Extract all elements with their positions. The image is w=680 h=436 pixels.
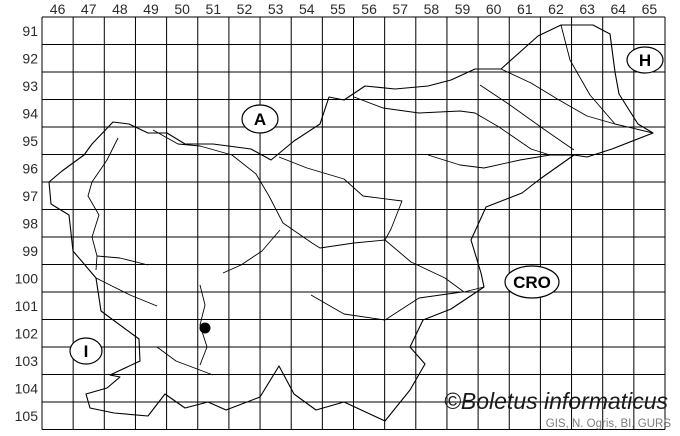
grid-row-label: 104 bbox=[15, 380, 39, 396]
occurrence-dot bbox=[199, 322, 211, 334]
grid-column-labels: 46 47 48 49 50 51 52 53 54 55 56 57 58 59 60 61 62 63 64 65 bbox=[50, 1, 658, 17]
austria-letter: A bbox=[254, 110, 266, 129]
stream-near-dot bbox=[199, 284, 208, 366]
river-soca bbox=[87, 137, 119, 271]
grid-row-label: 95 bbox=[22, 133, 38, 149]
grid-col-label: 56 bbox=[361, 1, 377, 17]
grid-col-label: 48 bbox=[112, 1, 128, 17]
grid-row-labels: 91 92 93 94 95 96 97 98 99 100 101 102 103 104 105 bbox=[15, 23, 39, 424]
grid-col-label: 62 bbox=[548, 1, 564, 17]
grid-row-label: 101 bbox=[15, 298, 39, 314]
grid-row-label: 102 bbox=[15, 325, 39, 341]
river-ledava bbox=[560, 24, 616, 125]
map-artwork bbox=[48, 24, 654, 422]
grid-col-label: 64 bbox=[610, 1, 626, 17]
grid-col-label: 65 bbox=[642, 1, 658, 17]
river-vipava bbox=[95, 277, 158, 307]
river-ljubljanica bbox=[222, 229, 281, 274]
river-sava bbox=[152, 129, 485, 293]
grid-col-label: 60 bbox=[486, 1, 502, 17]
grid-row-label: 97 bbox=[22, 188, 38, 204]
grid-col-label: 50 bbox=[174, 1, 190, 17]
river-pesnica bbox=[479, 84, 575, 151]
river-reka bbox=[156, 346, 214, 376]
grid-row-label: 91 bbox=[22, 23, 38, 39]
grid-row-label: 98 bbox=[22, 215, 38, 231]
grid-col-label: 54 bbox=[299, 1, 315, 17]
italy-letter: I bbox=[84, 342, 89, 361]
river-mura bbox=[500, 68, 654, 134]
grid-row-label: 92 bbox=[22, 50, 38, 66]
country-label-austria: A bbox=[241, 104, 279, 134]
grid-col-label: 63 bbox=[579, 1, 595, 17]
grid-row-label: 94 bbox=[22, 105, 38, 121]
river-krka bbox=[310, 291, 463, 321]
grid-col-label: 58 bbox=[424, 1, 440, 17]
credits: GIS, N. Ogris, BI, GURS bbox=[546, 418, 672, 430]
watermark: ©Boletus informaticus bbox=[444, 388, 669, 414]
country-label-croatia: CRO bbox=[504, 265, 560, 299]
grid-col-label: 57 bbox=[392, 1, 408, 17]
grid-col-label: 61 bbox=[517, 1, 533, 17]
croatia-ellipse bbox=[504, 265, 560, 299]
country-label-hungary: H bbox=[626, 46, 664, 74]
grid-col-label: 53 bbox=[268, 1, 284, 17]
italy-ellipse bbox=[69, 337, 103, 365]
grid-row-label: 93 bbox=[22, 78, 38, 94]
river-savinja bbox=[278, 156, 403, 241]
grid-col-label: 59 bbox=[455, 1, 471, 17]
hungary-letter: H bbox=[639, 51, 651, 70]
river-idrijca bbox=[96, 255, 149, 266]
grid-row-label: 96 bbox=[22, 160, 38, 176]
slovenia-border bbox=[48, 24, 654, 422]
grid-row-label: 99 bbox=[22, 243, 38, 259]
hungary-ellipse bbox=[626, 46, 664, 74]
grid-col-label: 47 bbox=[81, 1, 97, 17]
river-dravinja bbox=[427, 154, 551, 169]
grid-col-label: 52 bbox=[237, 1, 253, 17]
grid-col-label: 46 bbox=[50, 1, 66, 17]
river-drava bbox=[353, 96, 574, 156]
grid-col-label: 51 bbox=[206, 1, 222, 17]
grid-row-label: 105 bbox=[15, 408, 39, 424]
croatia-letter: CRO bbox=[513, 273, 551, 292]
austria-ellipse bbox=[241, 104, 279, 134]
grid-col-label: 55 bbox=[330, 1, 346, 17]
grid-row-label: 100 bbox=[15, 270, 39, 286]
grid-col-label: 49 bbox=[143, 1, 159, 17]
grid-lines bbox=[41, 16, 666, 430]
grid-row-label: 103 bbox=[15, 353, 39, 369]
country-label-italy: I bbox=[69, 337, 103, 365]
